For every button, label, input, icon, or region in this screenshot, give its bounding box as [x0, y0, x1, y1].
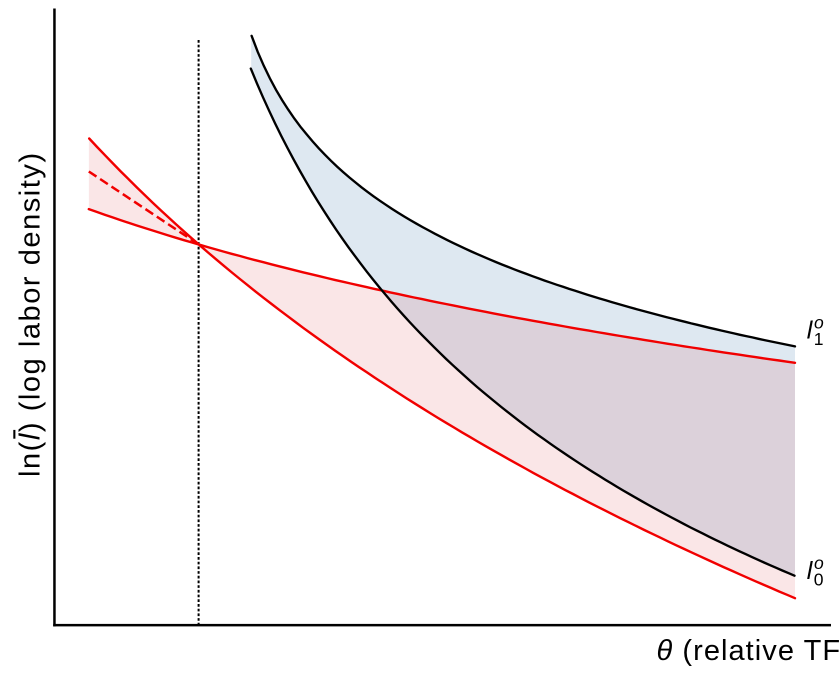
svg-text:0: 0 — [814, 569, 824, 589]
svg-text:θ (relative TFP): θ (relative TFP) — [657, 635, 839, 667]
svg-text:1: 1 — [814, 329, 824, 349]
svg-text:l: l — [807, 317, 814, 345]
svg-text:l: l — [807, 557, 814, 585]
svg-text:o: o — [814, 313, 824, 333]
svg-text:o: o — [814, 553, 824, 573]
svg-text:ln(l) (log labor density): ln(l) (log labor density) — [15, 151, 47, 477]
